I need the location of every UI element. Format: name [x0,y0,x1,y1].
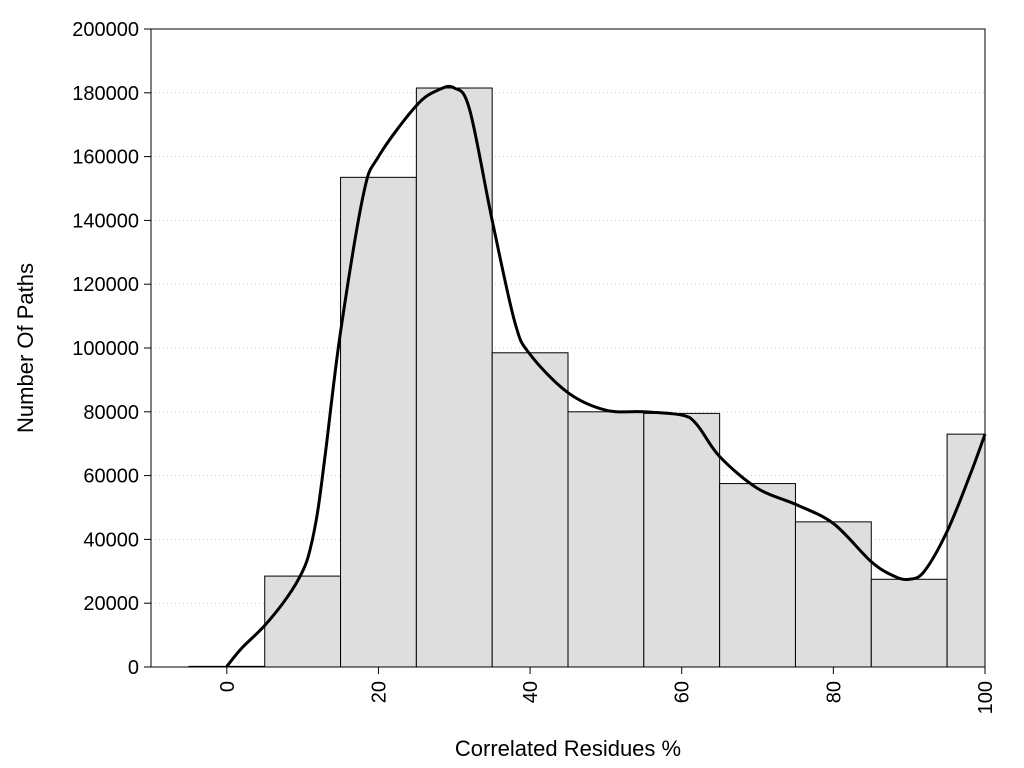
x-tick-label: 80 [823,681,845,703]
histogram-bar [643,412,721,668]
x-tick-label: 40 [520,681,542,703]
y-tick-label: 20000 [83,593,139,615]
y-axis-label: Number Of Paths [13,263,38,433]
y-tick-label: 100000 [72,338,139,360]
histogram-bar [870,578,948,668]
y-tick-label: 140000 [72,210,139,232]
y-axis-ticks: 0 20000 40000 60000 80000 100000 120000 140000 1… [72,19,151,679]
y-tick-label: 80000 [83,402,139,424]
density-curve [225,84,987,668]
y-tick-label: 200000 [72,19,139,41]
x-axis-ticks: 0 20 40 60 80 100 [217,667,997,714]
histogram-bar [794,521,872,668]
histogram-bar [264,575,342,668]
x-axis-label: Correlated Residues % [455,736,681,761]
x-tick-label: 60 [672,681,694,703]
histogram-bar [567,411,645,668]
x-tick-label: 0 [217,681,239,692]
y-tick-label: 60000 [83,466,139,488]
histogram-bar [491,352,569,668]
y-tick-label: 0 [128,657,139,679]
histogram-bar [946,433,986,668]
histogram-bar [415,87,493,668]
y-tick-label: 180000 [72,83,139,105]
bars [188,87,986,668]
y-tick-label: 160000 [72,147,139,169]
y-tick-label: 120000 [72,274,139,296]
y-tick-label: 40000 [83,529,139,551]
x-tick-label: 20 [368,681,390,703]
histogram-bar [719,483,796,668]
x-tick-label: 100 [975,681,997,714]
